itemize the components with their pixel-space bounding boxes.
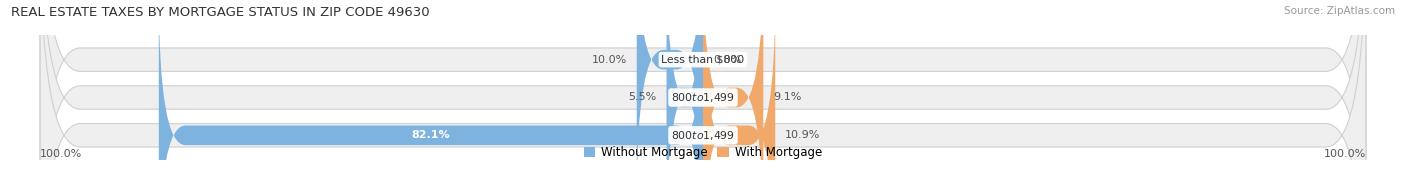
Text: $800 to $1,499: $800 to $1,499 <box>671 129 735 142</box>
FancyBboxPatch shape <box>41 0 1365 195</box>
FancyBboxPatch shape <box>159 0 703 195</box>
Text: Source: ZipAtlas.com: Source: ZipAtlas.com <box>1284 6 1395 16</box>
Text: 0.0%: 0.0% <box>713 55 741 65</box>
FancyBboxPatch shape <box>703 0 775 195</box>
Text: 10.0%: 10.0% <box>592 55 627 65</box>
FancyBboxPatch shape <box>637 0 703 195</box>
Text: 10.9%: 10.9% <box>785 130 821 140</box>
Text: REAL ESTATE TAXES BY MORTGAGE STATUS IN ZIP CODE 49630: REAL ESTATE TAXES BY MORTGAGE STATUS IN … <box>11 6 430 19</box>
Text: 9.1%: 9.1% <box>773 92 801 103</box>
Text: 82.1%: 82.1% <box>412 130 450 140</box>
FancyBboxPatch shape <box>41 0 1365 195</box>
FancyBboxPatch shape <box>41 0 1365 195</box>
Text: 5.5%: 5.5% <box>628 92 657 103</box>
Text: $800 to $1,499: $800 to $1,499 <box>671 91 735 104</box>
Text: 100.0%: 100.0% <box>41 149 83 159</box>
Text: Less than $800: Less than $800 <box>661 55 745 65</box>
FancyBboxPatch shape <box>666 0 703 195</box>
FancyBboxPatch shape <box>703 0 763 195</box>
Text: 100.0%: 100.0% <box>1323 149 1365 159</box>
Legend: Without Mortgage, With Mortgage: Without Mortgage, With Mortgage <box>579 142 827 164</box>
